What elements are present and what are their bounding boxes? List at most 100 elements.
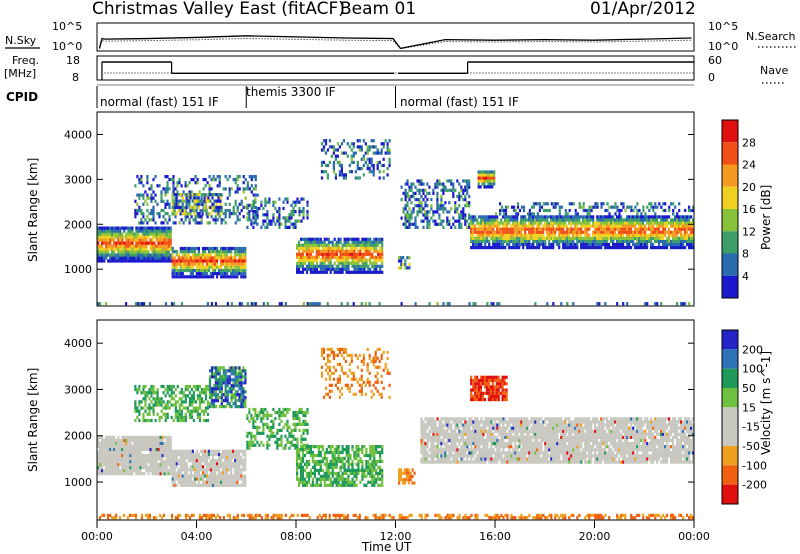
heat-cell	[600, 233, 603, 237]
heat-cell	[365, 252, 368, 256]
heat-cell	[666, 218, 669, 222]
heat-cell	[171, 256, 174, 260]
heat-cell	[355, 267, 358, 271]
heat-cell	[138, 388, 141, 392]
heat-cell	[658, 221, 661, 225]
heat-cell	[99, 302, 102, 306]
heat-cell	[196, 181, 199, 185]
heat-cell	[196, 221, 199, 225]
heat-cell	[450, 188, 453, 192]
heat-cell	[294, 200, 297, 204]
heat-cell	[488, 215, 491, 219]
heat-cell	[230, 275, 233, 279]
heat-cell	[369, 270, 372, 274]
heat-cell	[524, 233, 527, 237]
heat-cell	[193, 199, 196, 203]
heat-cell	[166, 187, 169, 191]
heat-cell	[610, 224, 613, 228]
heat-cell	[438, 216, 441, 220]
heat-cell	[666, 242, 669, 247]
heat-cell	[230, 372, 233, 376]
heat-cell	[634, 230, 637, 234]
heat-cell	[335, 255, 338, 259]
heat-cell	[228, 250, 231, 254]
heat-cell	[404, 225, 407, 229]
heat-cell	[491, 182, 494, 186]
heat-cell	[376, 151, 379, 155]
heat-cell	[234, 477, 237, 481]
heat-cell	[236, 268, 239, 273]
heat-cell	[351, 264, 354, 268]
heat-cell	[113, 441, 116, 445]
heat-cell	[640, 221, 643, 225]
heat-cell	[404, 188, 407, 192]
heat-cell	[610, 230, 613, 234]
heat-cell	[196, 397, 199, 401]
heat-cell	[144, 400, 147, 404]
heat-cell	[491, 185, 494, 189]
heat-cell	[209, 474, 213, 478]
heat-cell	[580, 239, 583, 243]
heat-cell	[162, 208, 165, 213]
heat-cell	[180, 184, 183, 188]
heat-cell	[600, 205, 603, 209]
heat-cell	[163, 244, 166, 248]
heat-cell	[586, 208, 589, 213]
heat-cell	[212, 468, 215, 472]
heat-cell	[616, 221, 619, 225]
heat-cell	[377, 264, 380, 268]
heat-cell	[608, 236, 611, 240]
heat-cell	[192, 178, 195, 182]
heat-cell	[203, 246, 207, 251]
heat-cell	[165, 256, 168, 260]
heat-cell	[201, 449, 205, 453]
heat-cell	[179, 474, 182, 478]
heat-cell	[680, 233, 683, 237]
heat-cell	[426, 216, 429, 220]
heat-cell	[658, 224, 661, 228]
heat-cell	[195, 275, 198, 279]
heat-cell	[572, 230, 575, 234]
heat-cell	[692, 205, 695, 209]
heat-cell	[398, 256, 401, 260]
heat-cell	[216, 468, 219, 472]
heat-cell	[404, 216, 407, 220]
heat-cell	[576, 224, 579, 228]
heat-cell	[111, 235, 114, 239]
heat-cell	[528, 224, 531, 228]
heat-cell	[642, 230, 645, 234]
heat-cell	[446, 179, 449, 183]
heat-cell	[242, 181, 245, 185]
heat-cell	[234, 246, 237, 251]
heat-cell	[516, 224, 519, 228]
heat-cell	[151, 256, 154, 260]
heat-cell	[199, 265, 203, 269]
heat-cell	[189, 474, 192, 478]
heat-cell	[410, 213, 413, 217]
heat-cell	[534, 236, 537, 240]
heat-cell	[133, 256, 136, 260]
heat-cell	[496, 302, 499, 306]
heat-cell	[630, 246, 633, 250]
heat-cell	[646, 205, 649, 209]
heat-cell	[127, 253, 130, 257]
heat-cell	[236, 253, 239, 257]
heat-cell	[163, 466, 166, 470]
heat-cell	[520, 218, 523, 222]
heat-cell	[502, 236, 505, 240]
heat-cell	[133, 250, 136, 254]
heat-cell	[217, 212, 220, 216]
heat-cell	[588, 246, 591, 250]
heat-cell	[123, 457, 126, 461]
heat-cell	[121, 472, 124, 476]
heat-cell	[648, 221, 651, 225]
heat-cell	[167, 244, 170, 248]
heat-cell	[660, 236, 663, 240]
heat-cell	[236, 390, 239, 394]
heat-cell	[520, 227, 523, 231]
heat-cell	[201, 250, 205, 254]
heat-cell	[140, 175, 143, 179]
heat-cell	[246, 203, 249, 207]
heat-cell	[586, 242, 589, 247]
heat-cell	[149, 438, 152, 442]
